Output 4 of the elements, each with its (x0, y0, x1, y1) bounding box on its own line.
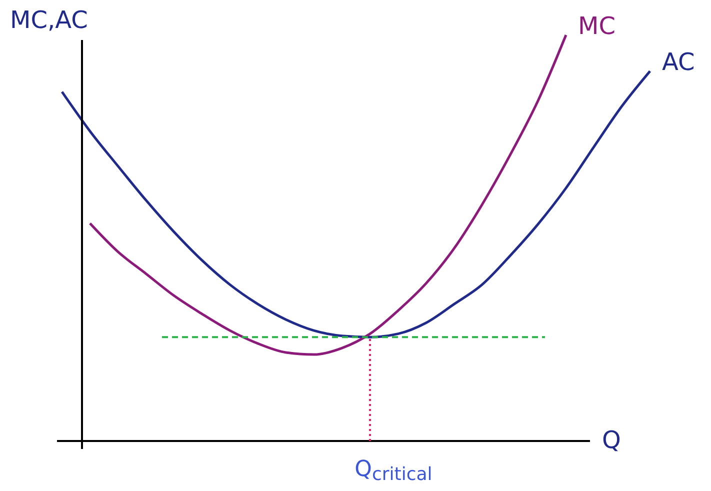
x-axis-title: Q (602, 426, 621, 454)
series-label: MC (578, 12, 616, 40)
y-axis-title: MC,AC (10, 6, 88, 34)
series-label: AC (662, 48, 695, 76)
